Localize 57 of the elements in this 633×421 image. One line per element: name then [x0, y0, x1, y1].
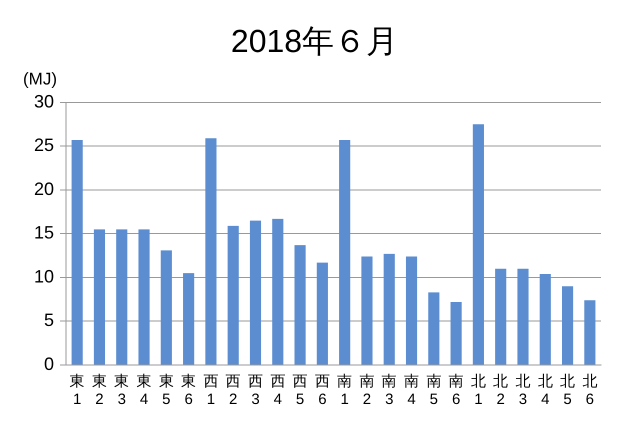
bar [406, 256, 418, 364]
y-tick-label: 0 [44, 354, 54, 374]
x-tick-label: 南5 [426, 373, 442, 408]
x-tick-label: 東5 [158, 373, 174, 408]
x-tick-label: 西2 [226, 373, 241, 408]
bar [517, 268, 529, 364]
bar [361, 256, 373, 364]
chart-title: 2018年６月 [230, 23, 398, 60]
bar [160, 250, 172, 364]
bar [228, 226, 239, 364]
y-tick-label: 25 [34, 135, 54, 156]
y-tick-label: 15 [34, 222, 54, 243]
bar [316, 262, 328, 364]
bar [205, 138, 216, 364]
x-tick-label: 東3 [114, 373, 130, 408]
x-tick-label: 南6 [448, 373, 464, 408]
x-tick-label: 西1 [203, 373, 218, 408]
x-tick-label: 西4 [270, 373, 286, 408]
x-tick-label: 東6 [181, 373, 196, 408]
x-tick-label: 南4 [404, 373, 420, 408]
x-tick-label: 北6 [582, 373, 598, 408]
x-tick-label: 東1 [70, 373, 85, 408]
bar [540, 274, 551, 364]
bar [116, 229, 128, 364]
x-tick-label: 西3 [248, 373, 263, 408]
bar [183, 273, 194, 364]
y-tick-label: 30 [34, 91, 54, 112]
bar [94, 229, 106, 364]
bar [294, 245, 306, 364]
x-tick-label: 北2 [493, 373, 508, 408]
bar [428, 292, 440, 364]
x-tick-label: 北1 [470, 373, 486, 408]
bar [562, 286, 574, 364]
bar [138, 229, 150, 364]
x-tick-label: 東2 [92, 373, 107, 408]
y-axis-title: (MJ) [23, 70, 57, 89]
x-tick-label: 南3 [382, 373, 397, 408]
bar [450, 302, 462, 364]
bar [472, 124, 484, 364]
y-tick-label: 20 [34, 178, 54, 199]
x-tick-label: 南2 [359, 373, 374, 408]
bar [250, 220, 262, 364]
bar [495, 268, 506, 364]
x-tick-label: 南1 [337, 373, 352, 408]
y-tick-label: 10 [34, 266, 54, 286]
x-tick-label: 北3 [515, 373, 530, 408]
x-tick-label: 東4 [136, 373, 152, 408]
bar [384, 254, 395, 364]
bar [584, 300, 596, 364]
x-tick-label: 西5 [292, 373, 308, 408]
bar [72, 140, 83, 364]
x-tick-label: 北4 [538, 373, 553, 408]
bar [272, 218, 284, 364]
y-tick-label: 5 [44, 310, 54, 330]
bar [339, 140, 350, 364]
x-tick-label: 西6 [314, 373, 330, 408]
x-tick-label: 北5 [560, 373, 576, 408]
